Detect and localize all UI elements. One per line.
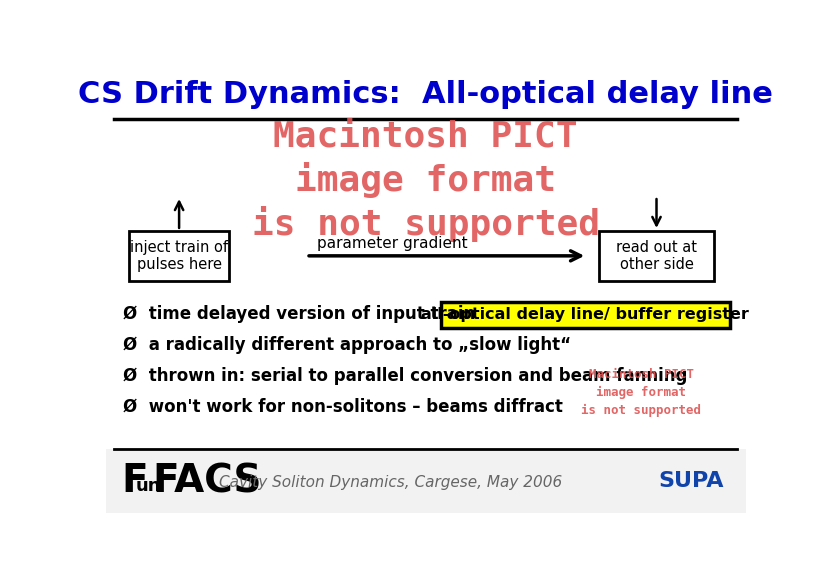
Text: all-optical delay line/ buffer register: all-optical delay line/ buffer register — [421, 307, 750, 322]
Text: un: un — [135, 477, 160, 495]
Text: inject train of
pulses here: inject train of pulses here — [130, 240, 228, 272]
Bar — [129, 231, 229, 281]
Text: Ø  thrown in: serial to parallel conversion and beam fanning: Ø thrown in: serial to parallel conversi… — [123, 366, 687, 385]
Text: parameter gradient: parameter gradient — [317, 236, 468, 251]
Bar — [599, 231, 715, 281]
Text: FACS: FACS — [152, 462, 262, 500]
Bar — [441, 302, 730, 328]
Text: Ø  won't work for non-solitons – beams diffract: Ø won't work for non-solitons – beams di… — [123, 397, 563, 415]
Text: F: F — [121, 462, 148, 500]
Text: Macintosh PICT
image format
is not supported: Macintosh PICT image format is not suppo… — [581, 368, 701, 417]
Bar — [106, 449, 746, 513]
Text: CS Drift Dynamics:  All-optical delay line: CS Drift Dynamics: All-optical delay lin… — [78, 80, 773, 109]
Text: Ø  a radically different approach to „slow light“: Ø a radically different approach to „slo… — [123, 336, 571, 354]
Text: Cavity Soliton Dynamics, Cargese, May 2006: Cavity Soliton Dynamics, Cargese, May 20… — [219, 475, 563, 490]
Text: SUPA: SUPA — [658, 471, 724, 491]
Text: read out at
other side: read out at other side — [616, 240, 697, 272]
Text: Macintosh PICT
image format
is not supported: Macintosh PICT image format is not suppo… — [252, 119, 599, 242]
Text: Ø  time delayed version of input train: Ø time delayed version of input train — [123, 305, 475, 323]
